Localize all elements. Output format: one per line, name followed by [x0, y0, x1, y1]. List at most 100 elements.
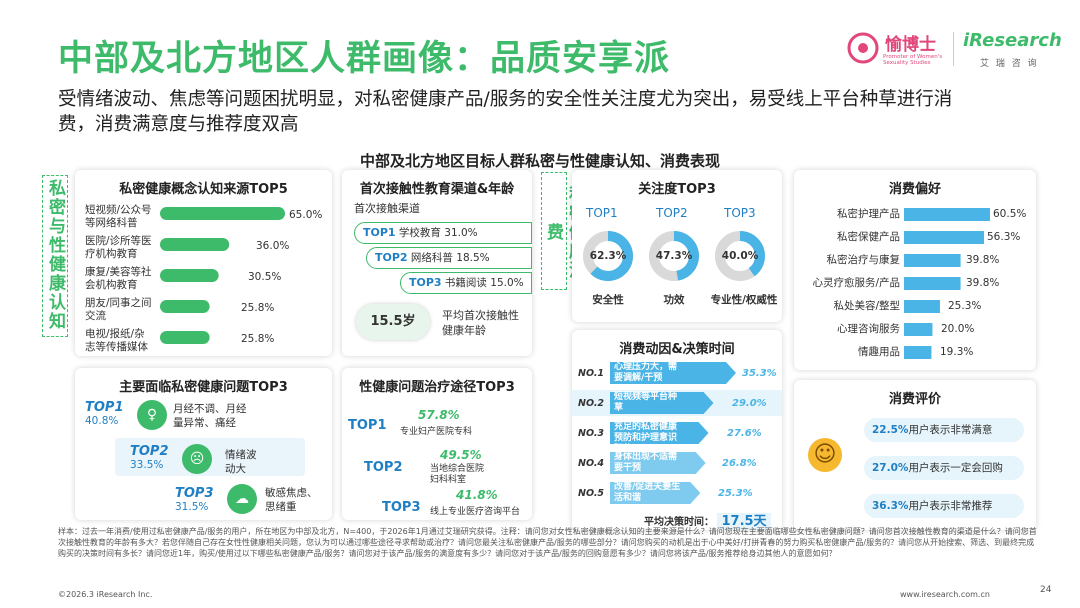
preference-bar-4	[904, 277, 961, 290]
preference-label-6: 心理咨询服务	[837, 323, 900, 335]
treatment-top2-rank: TOP2	[364, 460, 403, 475]
motive-text-2: 短视频等平台种草	[614, 392, 678, 413]
source-value-3: 30.5%	[248, 271, 282, 283]
source-bar-chart	[160, 207, 285, 344]
logo-divider	[953, 32, 954, 66]
source-value-1: 65.0%	[289, 209, 323, 221]
attention-label-2: 功效	[663, 294, 685, 306]
source-bar-5	[160, 331, 210, 344]
preference-value-6: 20.0%	[941, 323, 975, 335]
yubo-logo	[847, 32, 879, 64]
first-contact-top2-rank: TOP2	[375, 251, 408, 264]
problem-top2-text: 情绪波动大	[225, 449, 257, 475]
treatment-top1-rank: TOP1	[348, 418, 387, 433]
problem-top1-pct: 40.8%	[85, 415, 119, 427]
source-value-2: 36.0%	[256, 240, 290, 252]
page-title: 中部及北方地区人群画像：品质安享派	[58, 39, 671, 79]
first-contact-age-caption: 平均首次接触性健康年龄	[442, 309, 519, 337]
attention-label-3: 专业性/权威性	[710, 294, 778, 306]
attention-rank-3: TOP3	[724, 206, 756, 220]
motive-bar-chart	[572, 362, 782, 504]
evaluation-item-2: 27.0%用户表示一定会回购	[864, 456, 1024, 480]
motive-bar-1	[610, 362, 736, 384]
preference-card-title: 消费偏好	[888, 182, 941, 197]
attention-rank-2: TOP2	[656, 206, 688, 220]
preference-card: 消费偏好 私密护理产品 私密保健产品 私密治疗与康复 心灵疗愈服务/产品 私处美…	[794, 170, 1036, 370]
panel-title: 中部及北方地区目标人群私密与性健康认知、消费表现	[359, 152, 720, 170]
attention-value-2: 47.3%	[655, 250, 693, 262]
preference-value-1: 60.5%	[993, 208, 1027, 220]
motive-text-1: 心理压力大，需要调解/干预	[614, 362, 678, 383]
evaluation-card: 消费评价 ☺ 22.5%用户表示非常满意 27.0%用户表示一定会回购 36.3…	[794, 380, 1036, 530]
iresearch-logo: iResearch	[963, 30, 1062, 51]
evaluation-item-3: 36.3%用户表示非常推荐	[864, 494, 1024, 518]
first-contact-top3-text: 书籍阅读 15.0%	[444, 277, 524, 289]
iresearch-logo-sub: 艾 瑞 咨 询	[980, 59, 1039, 69]
motive-decision-label: 平均决策时间：	[644, 517, 714, 528]
motive-card-title: 消费动因&决策时间	[619, 342, 735, 357]
source-card: 私密健康概念认知来源TOP5 短视频/公众号等网络科普 医院/诊所等医疗机构教育…	[75, 170, 332, 356]
source-card-title: 私密健康概念认知来源TOP5	[119, 182, 288, 197]
first-contact-top3-rank: TOP3	[409, 276, 442, 289]
source-bar-2	[160, 238, 230, 251]
attention-card: 关注度TOP3 TOP1 TOP2 TOP3 62.3% 47.3% 40.0%…	[572, 170, 782, 322]
first-contact-card: 首次接触性教育渠道&年龄 首次接触渠道 TOP1 学校教育 31.0% TOP2…	[342, 170, 532, 356]
problem-top3-rank: TOP3	[175, 486, 214, 501]
source-value-5: 25.8%	[241, 333, 275, 345]
attention-rank-1: TOP1	[586, 206, 618, 220]
source-label-5: 电视/报纸/杂志等传播媒体	[85, 328, 148, 353]
attention-donut-chart	[583, 231, 765, 281]
source-label-1: 短视频/公众号等网络科普	[85, 204, 152, 229]
preference-value-2: 56.3%	[987, 231, 1021, 243]
motive-text-4: 身体出现不适需要干预	[614, 452, 678, 473]
problem-top2-icon: ☹	[182, 444, 212, 474]
preference-value-4: 39.8%	[966, 277, 1000, 289]
problem-card-title: 主要面临私密健康问题TOP3	[119, 380, 288, 395]
problem-top2-pct: 33.5%	[130, 459, 164, 471]
evaluation-pct-3: 36.3%	[872, 500, 909, 512]
preference-bar-1	[904, 208, 990, 221]
problem-top2: TOP2 33.5%	[130, 444, 169, 471]
page-number: 24	[1040, 585, 1052, 595]
source-label-2: 医院/诊所等医疗机构教育	[85, 235, 152, 260]
evaluation-pct-1: 22.5%	[872, 424, 909, 436]
motive-value-5: 25.3%	[718, 488, 753, 499]
attention-donut-arc-3	[715, 231, 765, 281]
attention-card-title: 关注度TOP3	[638, 182, 716, 197]
side-label-cognition: 私密与性健康认知	[42, 175, 68, 337]
side-label-cognition-text: 私密与性健康认知	[45, 179, 65, 331]
motive-bar-5	[610, 482, 701, 504]
motive-decision-time: 平均决策时间： 17.5天	[644, 510, 771, 530]
preference-label-5: 私处美容/整型	[833, 300, 900, 312]
treatment-card-title: 性健康问题治疗途径TOP3	[359, 380, 515, 395]
evaluation-text-1: 用户表示非常满意	[908, 424, 993, 436]
preference-label-7: 情趣用品	[858, 346, 900, 358]
first-contact-top3: TOP3 书籍阅读 15.0%	[400, 272, 532, 294]
treatment-card: 性健康问题治疗途径TOP3 TOP1 57.8% 专业妇产医院专科 TOP2 4…	[342, 368, 532, 520]
first-contact-top1: TOP1 学校教育 31.0%	[354, 222, 532, 244]
problem-top1-icon: ♀	[137, 400, 167, 430]
evaluation-item-1: 22.5%用户表示非常满意	[864, 418, 1024, 442]
treatment-top2-pct: 49.5%	[440, 448, 482, 462]
source-bar-1	[160, 207, 285, 220]
motive-text-5: 改善/促进夫妻生活和谐	[614, 482, 681, 503]
preference-label-3: 私密治疗与康复	[826, 254, 901, 266]
treatment-top1-pct: 57.8%	[418, 408, 460, 422]
evaluation-pct-2: 27.0%	[872, 462, 909, 474]
evaluation-text-3: 用户表示非常推荐	[908, 500, 993, 512]
smiley-icon: ☺	[808, 438, 842, 472]
motive-rank-1: NO.1	[578, 368, 605, 379]
problem-top1-text: 月经不调、月经量异常、痛经	[173, 403, 247, 429]
problem-top3-icon: ☁	[227, 484, 257, 514]
evaluation-text-2: 用户表示一定会回购	[908, 462, 1003, 474]
side-label-consumption: 私密健康消费	[541, 172, 585, 290]
motive-value-3: 27.6%	[727, 428, 762, 439]
first-contact-age-badge: 15.5岁	[356, 304, 430, 340]
first-contact-top1-rank: TOP1	[363, 226, 396, 239]
motive-value-2: 29.0%	[732, 398, 767, 409]
first-contact-subtitle: 首次接触渠道	[354, 202, 420, 215]
footer-copyright: ©2026.3 iResearch Inc.	[58, 590, 153, 599]
footnote: 样本：过去一年消费/使用过私密健康产品/服务的用户，所在地区为中部及北方，N=4…	[58, 527, 1037, 558]
first-contact-title: 首次接触性教育渠道&年龄	[359, 182, 515, 197]
preference-bar-3	[904, 254, 961, 267]
